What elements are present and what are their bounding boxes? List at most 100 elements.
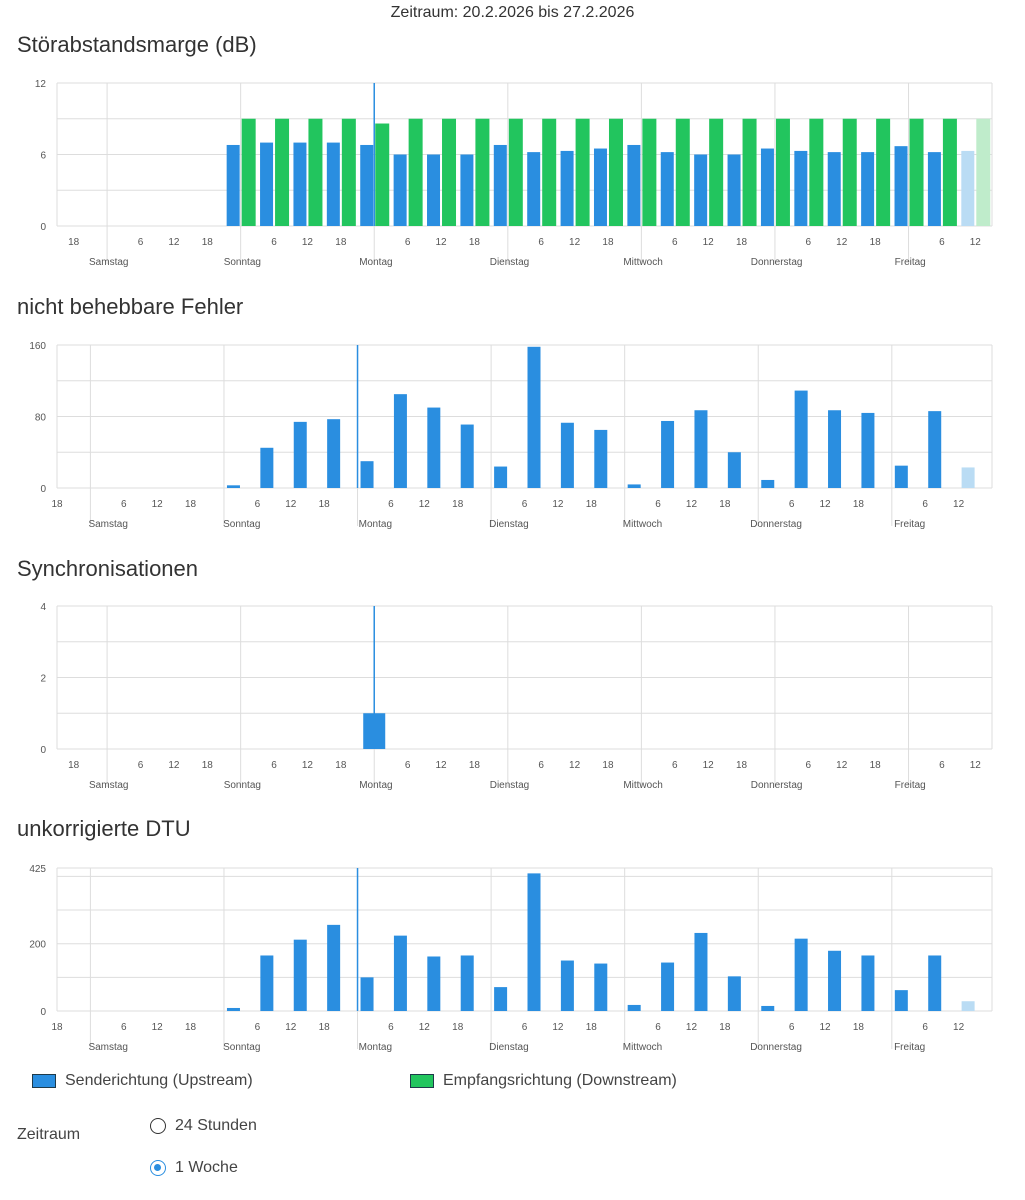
bar-upstream: [594, 963, 608, 1011]
hour-tick-label: 12: [686, 499, 698, 510]
bar-upstream: [828, 950, 842, 1011]
bar-downstream: [442, 118, 457, 226]
day-label: Donnerstag: [751, 780, 803, 791]
y-tick-label: 0: [40, 484, 46, 495]
hour-tick-label: 18: [335, 760, 347, 771]
hour-tick-label: 12: [686, 1022, 698, 1033]
hour-tick-label: 6: [121, 1022, 127, 1033]
hour-tick-label: 12: [552, 499, 564, 510]
y-tick-label: 12: [35, 79, 47, 90]
hour-tick-label: 12: [168, 760, 180, 771]
hour-tick-label: 12: [569, 237, 581, 248]
hour-tick-label: 6: [655, 499, 661, 510]
hour-tick-label: 6: [939, 237, 945, 248]
bar-upstream: [761, 1005, 775, 1011]
hour-tick-label: 18: [335, 237, 347, 248]
bar-downstream: [642, 118, 657, 226]
bar-downstream: [842, 118, 857, 226]
bar-upstream: [627, 144, 641, 226]
bar-downstream: [375, 123, 390, 226]
bar-upstream: [928, 955, 942, 1011]
hour-tick-label: 12: [703, 237, 715, 248]
bar-downstream: [775, 118, 790, 226]
hour-tick-label: 12: [836, 760, 848, 771]
day-label: Sonntag: [223, 1042, 260, 1053]
bar-downstream: [709, 118, 724, 226]
bar-upstream: [460, 424, 474, 488]
bar-upstream: [727, 154, 741, 226]
bar-upstream: [661, 962, 675, 1011]
day-label: Mittwoch: [623, 519, 662, 530]
hour-tick-label: 12: [970, 237, 982, 248]
bar-upstream: [260, 955, 274, 1011]
day-label: Donnerstag: [750, 1042, 802, 1053]
bar-upstream: [393, 154, 407, 226]
bar-upstream: [427, 956, 441, 1011]
radio-24-hours[interactable]: 24 Stunden: [150, 1117, 257, 1135]
bar-upstream: [894, 146, 908, 226]
y-tick-label: 160: [29, 341, 46, 352]
bar-upstream: [627, 1004, 641, 1011]
bar-upstream: [894, 465, 908, 488]
timeframe-label: Zeitraum: [17, 1126, 81, 1143]
bar-downstream: [475, 118, 490, 226]
bar-upstream: [527, 346, 541, 488]
hour-tick-label: 18: [870, 760, 882, 771]
hour-tick-label: 6: [538, 760, 544, 771]
bar-upstream: [760, 148, 774, 226]
hour-tick-label: 18: [51, 1022, 63, 1033]
hour-tick-label: 6: [121, 499, 127, 510]
hour-tick-label: 18: [719, 499, 731, 510]
bar-downstream: [675, 118, 690, 226]
day-label: Sonntag: [224, 257, 261, 268]
hour-tick-label: 18: [469, 760, 481, 771]
y-tick-label: 4: [40, 602, 46, 613]
hour-tick-label: 6: [789, 499, 795, 510]
y-tick-label: 2: [40, 674, 46, 685]
bar-upstream: [961, 1001, 975, 1011]
hour-tick-label: 18: [185, 499, 197, 510]
bar-downstream: [341, 118, 356, 226]
period-heading: Zeitraum: 20.2.2026 bis 27.2.2026: [390, 4, 635, 21]
bar-upstream: [961, 467, 975, 488]
bar-upstream: [727, 452, 741, 488]
bar-downstream: [508, 118, 523, 226]
bar-downstream: [408, 118, 423, 226]
bar-upstream: [460, 154, 474, 226]
bar-upstream: [493, 144, 507, 226]
bar-downstream: [742, 118, 757, 226]
bar-upstream: [427, 154, 441, 226]
y-tick-label: 6: [40, 151, 46, 162]
bar-upstream: [360, 977, 374, 1011]
bar-downstream: [275, 118, 290, 226]
bar-upstream: [293, 142, 307, 226]
hour-tick-label: 18: [319, 1022, 331, 1033]
hour-tick-label: 12: [419, 499, 431, 510]
bar-upstream: [527, 152, 541, 226]
hour-tick-label: 12: [152, 1022, 164, 1033]
day-label: Sonntag: [224, 780, 261, 791]
bar-upstream: [794, 390, 808, 488]
radio-unchecked-icon[interactable]: [150, 1118, 166, 1134]
bar-upstream: [694, 932, 708, 1011]
radio-checked-icon[interactable]: [150, 1160, 166, 1176]
hour-tick-label: 6: [388, 1022, 394, 1033]
hour-tick-label: 18: [68, 237, 80, 248]
bar-upstream: [260, 447, 274, 488]
hour-tick-label: 18: [202, 760, 214, 771]
hour-tick-label: 18: [602, 760, 614, 771]
hour-tick-label: 18: [586, 499, 598, 510]
y-tick-label: 200: [29, 940, 46, 951]
y-tick-label: 80: [35, 413, 47, 424]
bar-downstream: [575, 118, 590, 226]
radio-1-week[interactable]: 1 Woche: [150, 1159, 238, 1177]
hour-tick-label: 6: [138, 760, 144, 771]
bar-upstream: [494, 987, 508, 1011]
hour-tick-label: 18: [719, 1022, 731, 1033]
bar-upstream: [828, 410, 842, 488]
bar-upstream: [360, 461, 374, 488]
hour-tick-label: 6: [538, 237, 544, 248]
bar-upstream: [661, 420, 675, 488]
bar-upstream: [861, 955, 875, 1011]
bar-downstream: [876, 118, 891, 226]
